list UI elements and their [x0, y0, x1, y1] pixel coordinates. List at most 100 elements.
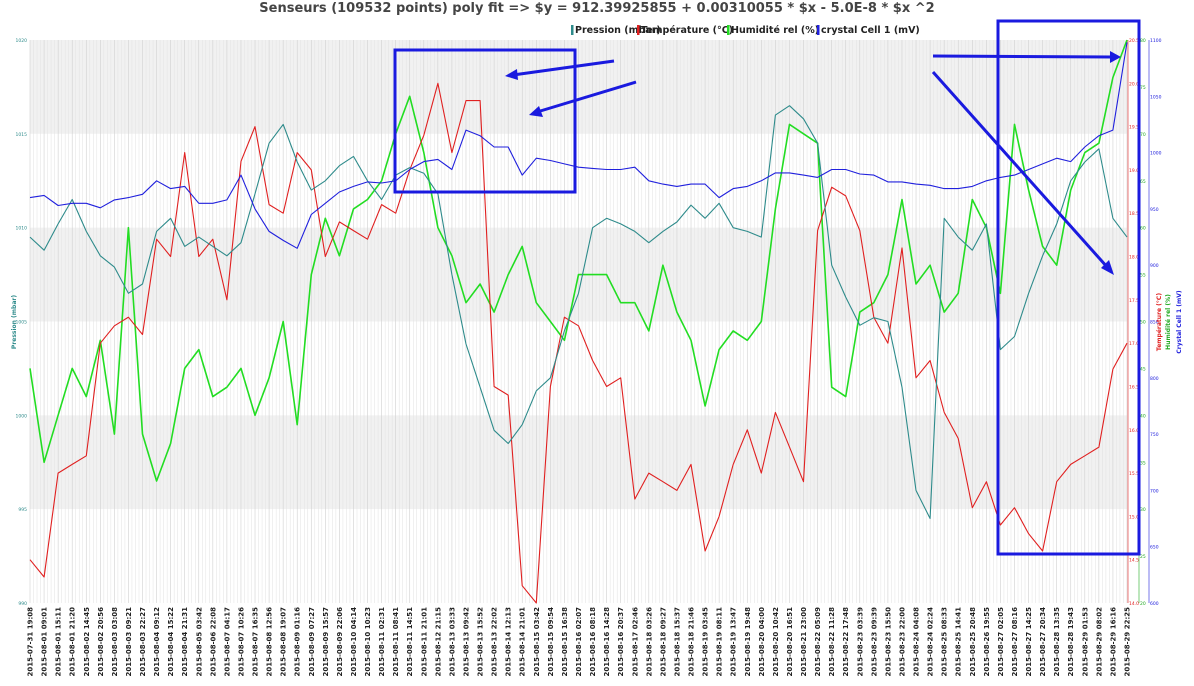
y-tick-crystal: 650 — [1150, 545, 1159, 551]
annotation-arrowhead-2 — [529, 106, 543, 117]
x-tick-label: 2015-08-01 09:01 — [41, 607, 49, 677]
y-tick-humidite: 75 — [1140, 85, 1146, 91]
x-tick-label: 2015-08-18 09:27 — [659, 607, 667, 677]
y-tick-humidite: 35 — [1140, 460, 1146, 466]
x-tick-label: 2015-08-10 10:23 — [364, 607, 372, 677]
x-tick-label: 2015-08-09 07:27 — [308, 607, 316, 677]
x-tick-label: 2015-08-01 21:20 — [69, 607, 77, 677]
x-tick-label: 2015-08-19 13:47 — [730, 607, 738, 677]
y-tick-pression: 1000 — [16, 413, 28, 419]
legend-swatch-crystal — [817, 25, 820, 35]
x-tick-label: 2015-08-02 14:45 — [83, 607, 91, 677]
annotation-arrow-2 — [536, 80, 637, 114]
y-tick-pression: 1005 — [16, 320, 28, 326]
x-tick-label: 2015-07-31 19:08 — [27, 607, 35, 677]
x-tick-label: 2015-08-15 16:38 — [561, 607, 569, 677]
y-tick-humidite: 65 — [1140, 179, 1146, 185]
y-tick-temperature: 17.0 — [1129, 341, 1139, 347]
x-tick-label: 2015-08-03 22:27 — [139, 607, 147, 677]
legend-swatch-pression — [571, 25, 574, 35]
y-tick-temperature: 16.0 — [1129, 428, 1139, 434]
y-axis-label-pression: Pression (mbar) — [11, 295, 18, 349]
y-tick-temperature: 19.5 — [1129, 125, 1139, 131]
y-tick-humidite: 20 — [1140, 601, 1146, 607]
x-tick-label: 2015-08-20 16:51 — [786, 607, 794, 677]
x-tick-label: 2015-08-19 08:11 — [716, 607, 724, 677]
series-line-temperature — [29, 82, 1128, 604]
x-tick-label: 2015-08-15 09:54 — [547, 607, 555, 677]
y-tick-temperature: 15.5 — [1129, 471, 1139, 477]
y-tick-crystal: 1050 — [1150, 94, 1162, 100]
x-tick-label: 2015-08-11 02:31 — [378, 607, 386, 677]
y-tick-humidite: 60 — [1140, 226, 1146, 232]
x-tick-label: 2015-08-16 02:07 — [575, 607, 583, 677]
x-tick-label: 2015-08-03 03:08 — [111, 607, 119, 677]
y-tick-temperature: 14.5 — [1129, 558, 1139, 564]
y-tick-temperature: 18.5 — [1129, 211, 1139, 217]
x-tick-label: 2015-08-18 15:37 — [673, 607, 681, 677]
x-tick-label: 2015-08-11 14:51 — [406, 607, 414, 677]
y-tick-humidite: 30 — [1140, 507, 1146, 513]
y-tick-temperature: 17.5 — [1129, 298, 1139, 304]
x-tick-label: 2015-08-26 19:55 — [983, 607, 991, 677]
y-tick-crystal: 900 — [1150, 263, 1159, 269]
x-tick-label: 2015-08-25 14:41 — [955, 607, 963, 677]
annotation-arrow-3 — [932, 54, 1113, 59]
x-tick-label: 2015-08-14 21:01 — [519, 607, 527, 677]
y-tick-humidite: 70 — [1140, 132, 1146, 138]
x-tick-label: 2015-08-11 21:01 — [420, 607, 428, 677]
x-tick-label: 2015-08-04 15:22 — [167, 607, 175, 677]
legend-temperature: Température (°C) — [641, 25, 733, 36]
x-tick-label: 2015-08-23 22:00 — [898, 607, 906, 677]
x-tick-label: 2015-08-07 04:17 — [223, 607, 231, 677]
x-tick-label: 2015-08-09 01:16 — [294, 607, 302, 677]
y-tick-humidite: 50 — [1140, 320, 1146, 326]
x-tick-label: 2015-08-23 03:39 — [856, 607, 864, 677]
x-tick-label: 2015-08-27 08:16 — [1011, 607, 1019, 677]
y-tick-crystal: 950 — [1150, 207, 1159, 213]
x-tick-label: 2015-08-14 12:13 — [505, 607, 513, 677]
x-tick-label: 2015-08-29 08:02 — [1095, 607, 1103, 677]
y-tick-crystal: 1100 — [1150, 38, 1162, 44]
annotation-arrowhead-3 — [1110, 51, 1121, 63]
vertical-grid — [29, 40, 1128, 603]
y-tick-temperature: 14.0 — [1129, 601, 1139, 607]
x-tick-label: 2015-08-25 20:48 — [969, 607, 977, 677]
y-tick-humidite: 80 — [1140, 38, 1146, 44]
x-tick-label: 2015-08-23 09:39 — [870, 607, 878, 677]
legend-crystal: crystal Cell 1 (mV) — [821, 25, 920, 36]
x-tick-label: 2015-08-20 10:42 — [772, 607, 780, 677]
x-tick-label: 2015-08-06 22:08 — [209, 607, 217, 677]
y-tick-humidite: 55 — [1140, 273, 1146, 279]
x-tick-label: 2015-08-08 19:07 — [280, 607, 288, 677]
y-tick-temperature: 16.5 — [1129, 384, 1139, 390]
x-tick-label: 2015-08-29 16:16 — [1109, 607, 1117, 677]
x-tick-label: 2015-08-18 03:26 — [645, 607, 653, 677]
x-tick-label: 2015-08-20 04:00 — [758, 607, 766, 677]
y-axis-label-crystal: Crystal Cell 1 (mV) — [1176, 290, 1183, 353]
legend-swatch-humidite — [727, 25, 730, 35]
annotation-box-middle — [393, 48, 577, 194]
annotation-box-right — [996, 19, 1141, 556]
x-tick-label: 2015-08-23 15:50 — [884, 607, 892, 677]
y-axis-label-humidite: Humidité rel (%) — [1165, 294, 1172, 350]
x-tick-label: 2015-08-19 03:45 — [702, 607, 710, 677]
x-tick-label: 2015-08-22 05:09 — [814, 607, 822, 677]
y-tick-temperature: 19.0 — [1129, 168, 1139, 174]
y-tick-humidite: 25 — [1140, 554, 1146, 560]
y-tick-humidite: 40 — [1140, 413, 1146, 419]
annotations — [393, 19, 1141, 556]
x-tick-label: 2015-08-13 03:33 — [448, 607, 456, 677]
x-tick-label: 2015-08-29 01:53 — [1081, 607, 1089, 677]
y-tick-crystal: 600 — [1150, 601, 1159, 607]
x-tick-label: 2015-08-04 21:31 — [181, 607, 189, 677]
x-tick-label: 2015-08-09 22:06 — [336, 607, 344, 677]
x-tick-label: 2015-08-16 08:18 — [589, 607, 597, 677]
y-tick-crystal: 1000 — [1150, 151, 1162, 157]
x-tick-label: 2015-08-27 02:05 — [997, 607, 1005, 677]
x-tick-label: 2015-08-08 12:56 — [266, 607, 274, 677]
x-tick-label: 2015-08-13 15:52 — [477, 607, 485, 677]
series-line-pression — [29, 105, 1128, 520]
x-tick-label: 2015-08-19 19:48 — [744, 607, 752, 677]
